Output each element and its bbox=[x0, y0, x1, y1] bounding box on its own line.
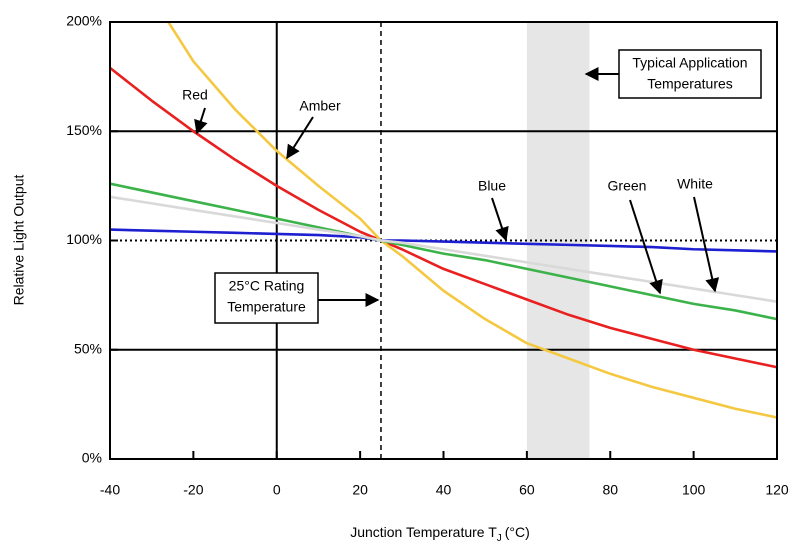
x-axis-title: Junction Temperature TJ (°C) bbox=[350, 524, 530, 544]
x-axis-title-subscript: J bbox=[497, 533, 502, 544]
annotation-text: Temperatures bbox=[647, 76, 733, 92]
annotation-text: Typical Application bbox=[632, 55, 747, 71]
annotation-box bbox=[618, 49, 762, 99]
series-line bbox=[167, 21, 778, 419]
series-label: Red bbox=[182, 87, 208, 103]
arrow bbox=[286, 116, 314, 160]
series-line bbox=[109, 182, 778, 321]
series-label: White bbox=[677, 176, 713, 192]
series-label: Blue bbox=[478, 178, 506, 194]
x-tick-label: 20 bbox=[352, 482, 368, 498]
x-tick-label: 0 bbox=[273, 482, 281, 498]
plot-frame bbox=[109, 21, 778, 460]
y-tick-label: 200% bbox=[66, 13, 102, 29]
y-tick-label: 0% bbox=[82, 450, 102, 466]
series-label: Amber bbox=[299, 98, 341, 114]
x-tick-label: 40 bbox=[436, 482, 452, 498]
y-tick-label: 100% bbox=[66, 231, 102, 247]
x-tick-label: 60 bbox=[519, 482, 535, 498]
x-tick-label: 120 bbox=[765, 482, 789, 498]
annotation-text: 25°C Rating bbox=[229, 278, 305, 294]
x-tick-label: -40 bbox=[100, 482, 120, 498]
arrow bbox=[693, 196, 720, 293]
annotation-box bbox=[214, 272, 319, 324]
x-axis-title-suffix: (°C) bbox=[505, 524, 530, 540]
x-axis-title-text: Junction Temperature T bbox=[350, 524, 497, 540]
series-label: Green bbox=[608, 178, 647, 194]
arrow bbox=[629, 199, 663, 295]
x-tick-label: -20 bbox=[183, 482, 203, 498]
series-line bbox=[109, 228, 778, 253]
y-tick-label: 50% bbox=[74, 340, 102, 356]
y-axis-title: Relative Light Output bbox=[11, 175, 27, 306]
arrow bbox=[194, 107, 208, 135]
arrow bbox=[491, 197, 509, 242]
series-line bbox=[109, 66, 778, 369]
y-tick-label: 150% bbox=[66, 122, 102, 138]
x-tick-label: 80 bbox=[602, 482, 618, 498]
annotation-text: Temperature bbox=[227, 299, 306, 315]
shaded-band bbox=[526, 22, 590, 459]
x-tick-label: 100 bbox=[682, 482, 706, 498]
